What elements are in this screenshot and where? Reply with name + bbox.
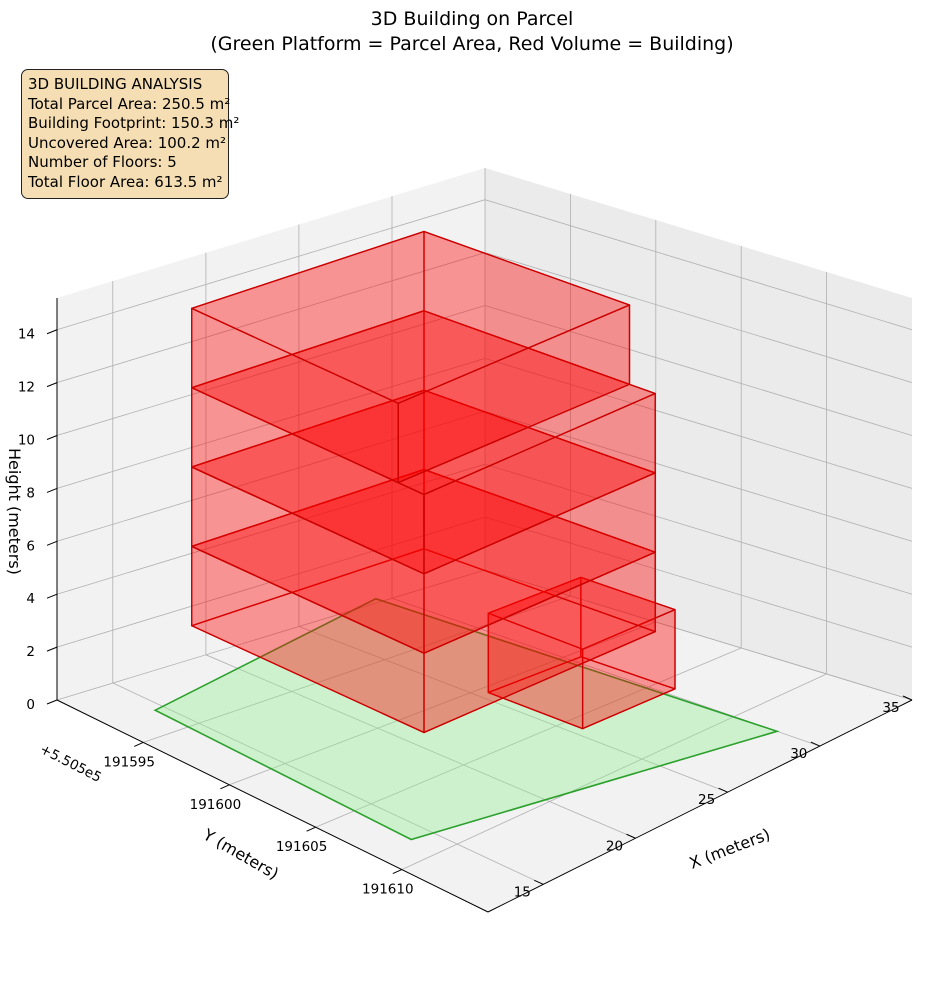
building-volume-5 [191,230,631,484]
y-tick-label: 35 [882,700,899,716]
y-tick [810,741,821,747]
z-tick [46,435,58,440]
z-tick [46,382,58,388]
x-tick [392,869,403,875]
z-tick [46,699,58,705]
z-tick-label: 14 [18,327,35,343]
info-line-floor-area: Total Floor Area: 613.5 m² [28,172,223,191]
z-gridline [56,410,913,542]
z-tick-label: 10 [18,433,35,449]
z-tick [46,329,58,335]
z-tick [46,593,58,599]
z-gridline [56,516,913,648]
z-tick-label: 6 [26,538,35,554]
z-gridline [56,463,913,595]
data-marks [153,230,780,841]
axis-panes [57,168,912,912]
x-tick-label: 191605 [276,839,328,855]
info-heading: 3D BUILDING ANALYSIS [28,75,203,93]
building-top-face [487,576,676,650]
gridlines [56,168,913,885]
x-tick-label: 191610 [362,882,414,898]
y-offset-label: +5.505e5 [37,741,104,786]
z-gridline [56,305,913,436]
building-volume-3 [191,389,656,654]
chart-subtitle: (Green Platform = Parcel Area, Red Volum… [210,33,733,55]
building-volume-1 [487,576,676,730]
z-tick [46,487,58,493]
floor-pane [57,570,912,912]
z-gridline [56,199,913,331]
info-line-floors: Number of Floors: 5 [28,153,177,172]
chart-title: 3D Building on Parcel [371,8,574,30]
y-tick-label: 30 [790,746,807,762]
y-axis-label: Y (meters) [199,825,282,884]
y-tick-label: 15 [514,884,531,900]
z-tick-label: 2 [26,644,35,660]
building-top-face [191,230,631,404]
z-gridline [56,357,913,489]
x-axis-label: X (meters) [687,825,773,873]
y-tick-label: 25 [698,792,715,808]
info-line-uncovered: Uncovered Area: 100.2 m² [28,133,227,152]
z-tick-label: 12 [18,380,35,396]
parcel-platform [153,597,780,841]
info-box: 3D BUILDING ANALYSIS Total Parcel Area: … [21,69,240,199]
info-line-footprint: Building Footprint: 150.3 m² [28,114,240,133]
y-tick [534,879,544,885]
x-tick [220,784,230,790]
axes: 191595 191600 191605 191610 15 20 25 30 35 0 2 4 6 8 1… [18,298,913,913]
z-axis-label: Height (meters) [5,448,24,575]
y-tick [626,833,636,839]
z-tick-label: 8 [26,485,35,501]
y-tick [902,695,913,701]
z-tick-label: 4 [26,591,35,607]
x-tick [133,741,144,747]
y-tick [718,787,728,793]
left-pane [57,168,485,700]
z-tick [46,540,58,546]
x-axis-line [487,699,913,913]
y-axis-line [56,699,489,913]
z-tick-label: 0 [26,697,35,713]
info-line-parcel-area: Total Parcel Area: 250.5 m² [28,94,231,113]
x-tick-label: 191595 [103,754,155,770]
x-tick-label: 191600 [190,797,242,813]
z-gridline [56,252,913,383]
z-tick [46,646,58,652]
building-volume-4 [191,310,656,575]
y-tick-label: 20 [606,838,623,854]
back-pane [485,168,912,700]
x-tick [306,826,316,832]
